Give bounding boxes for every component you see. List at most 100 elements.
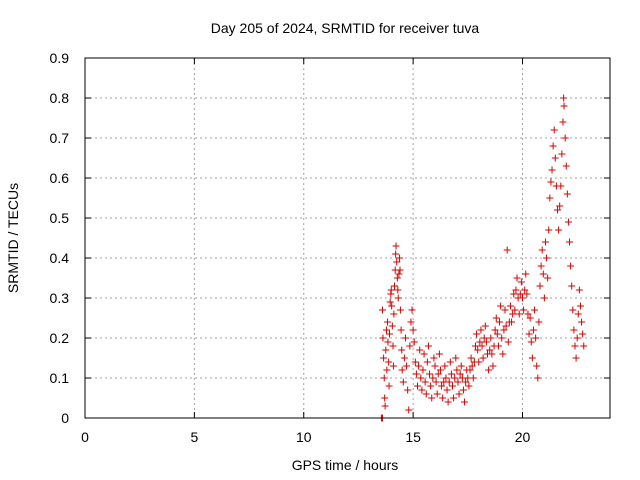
data-point [456, 370, 464, 378]
data-point [480, 334, 488, 342]
data-point [389, 342, 397, 350]
data-point [474, 346, 482, 354]
data-point [502, 322, 510, 330]
data-point [454, 378, 462, 386]
data-point [511, 306, 519, 314]
data-point [441, 362, 449, 370]
data-point [405, 406, 413, 414]
data-points [377, 94, 588, 422]
data-point [534, 374, 542, 382]
data-point [385, 382, 393, 390]
data-point [501, 306, 509, 314]
data-point [455, 390, 463, 398]
data-point [379, 334, 387, 342]
y-tick-label: 0.7 [50, 130, 70, 146]
data-point [575, 286, 583, 294]
data-point [485, 366, 493, 374]
data-point [461, 398, 469, 406]
data-point [536, 282, 544, 290]
data-point [560, 102, 568, 110]
data-point [562, 162, 570, 170]
data-point [556, 202, 564, 210]
data-point [396, 306, 404, 314]
data-point [436, 366, 444, 374]
data-point [525, 330, 533, 338]
data-point [395, 270, 403, 278]
y-tick-label: 0.3 [50, 290, 70, 306]
data-point [479, 354, 487, 362]
data-point [496, 318, 504, 326]
data-point [537, 262, 545, 270]
data-point [430, 354, 438, 362]
data-point [392, 242, 400, 250]
data-point [444, 398, 452, 406]
data-point [406, 342, 414, 350]
data-point [520, 306, 528, 314]
y-tick-label: 0.1 [50, 370, 70, 386]
data-point [493, 330, 501, 338]
data-point [439, 394, 447, 402]
x-tick-label: 0 [81, 429, 89, 445]
x-tick-label: 20 [515, 429, 531, 445]
data-point [420, 350, 428, 358]
data-point [438, 382, 446, 390]
data-point [473, 330, 481, 338]
data-point [526, 314, 534, 322]
data-point [506, 302, 514, 310]
data-point [443, 386, 451, 394]
data-point [404, 386, 412, 394]
data-point [390, 310, 398, 318]
data-point [412, 370, 420, 378]
x-tick-label: 5 [190, 429, 198, 445]
data-point [572, 354, 580, 362]
data-point [500, 326, 508, 334]
data-point [384, 318, 392, 326]
data-point [435, 350, 443, 358]
data-point [397, 326, 405, 334]
data-point [421, 378, 429, 386]
data-point [512, 286, 520, 294]
data-point [564, 218, 572, 226]
data-point [524, 310, 532, 318]
data-point [545, 226, 553, 234]
data-point [579, 330, 587, 338]
data-point [387, 286, 395, 294]
data-point [497, 302, 505, 310]
data-point [478, 342, 486, 350]
data-point [417, 374, 425, 382]
data-point [557, 182, 565, 190]
data-point [432, 378, 440, 386]
data-point [411, 358, 419, 366]
data-point [488, 350, 496, 358]
y-tick-label: 0.4 [50, 250, 70, 266]
data-point [408, 306, 416, 314]
data-point [398, 366, 406, 374]
data-point [492, 314, 500, 322]
data-point [539, 270, 547, 278]
data-point [445, 378, 453, 386]
data-point [396, 266, 404, 274]
data-point [475, 358, 483, 366]
data-point [379, 306, 386, 314]
data-point [381, 402, 389, 410]
data-point [549, 142, 557, 150]
data-point [532, 334, 540, 342]
data-point [410, 338, 418, 346]
y-axis-label: SRMTID / TECUs [5, 183, 21, 293]
data-point [567, 262, 575, 270]
tick-labels: 0 0.1 0.2 0.3 0.4 0.5 0.6 0.7 0.8 0.9 0 5 10 15 20 [50, 50, 531, 445]
data-point [529, 326, 537, 334]
data-point [578, 318, 586, 326]
y-tick-label: 0.2 [50, 330, 70, 346]
data-point [426, 370, 434, 378]
data-point [476, 338, 484, 346]
x-tick-label: 10 [296, 429, 312, 445]
data-point [434, 370, 442, 378]
data-point [427, 382, 435, 390]
data-point [471, 342, 479, 350]
data-point [569, 306, 577, 314]
data-point [388, 322, 396, 330]
data-point [546, 194, 554, 202]
data-point [452, 354, 460, 362]
data-point [469, 374, 477, 382]
